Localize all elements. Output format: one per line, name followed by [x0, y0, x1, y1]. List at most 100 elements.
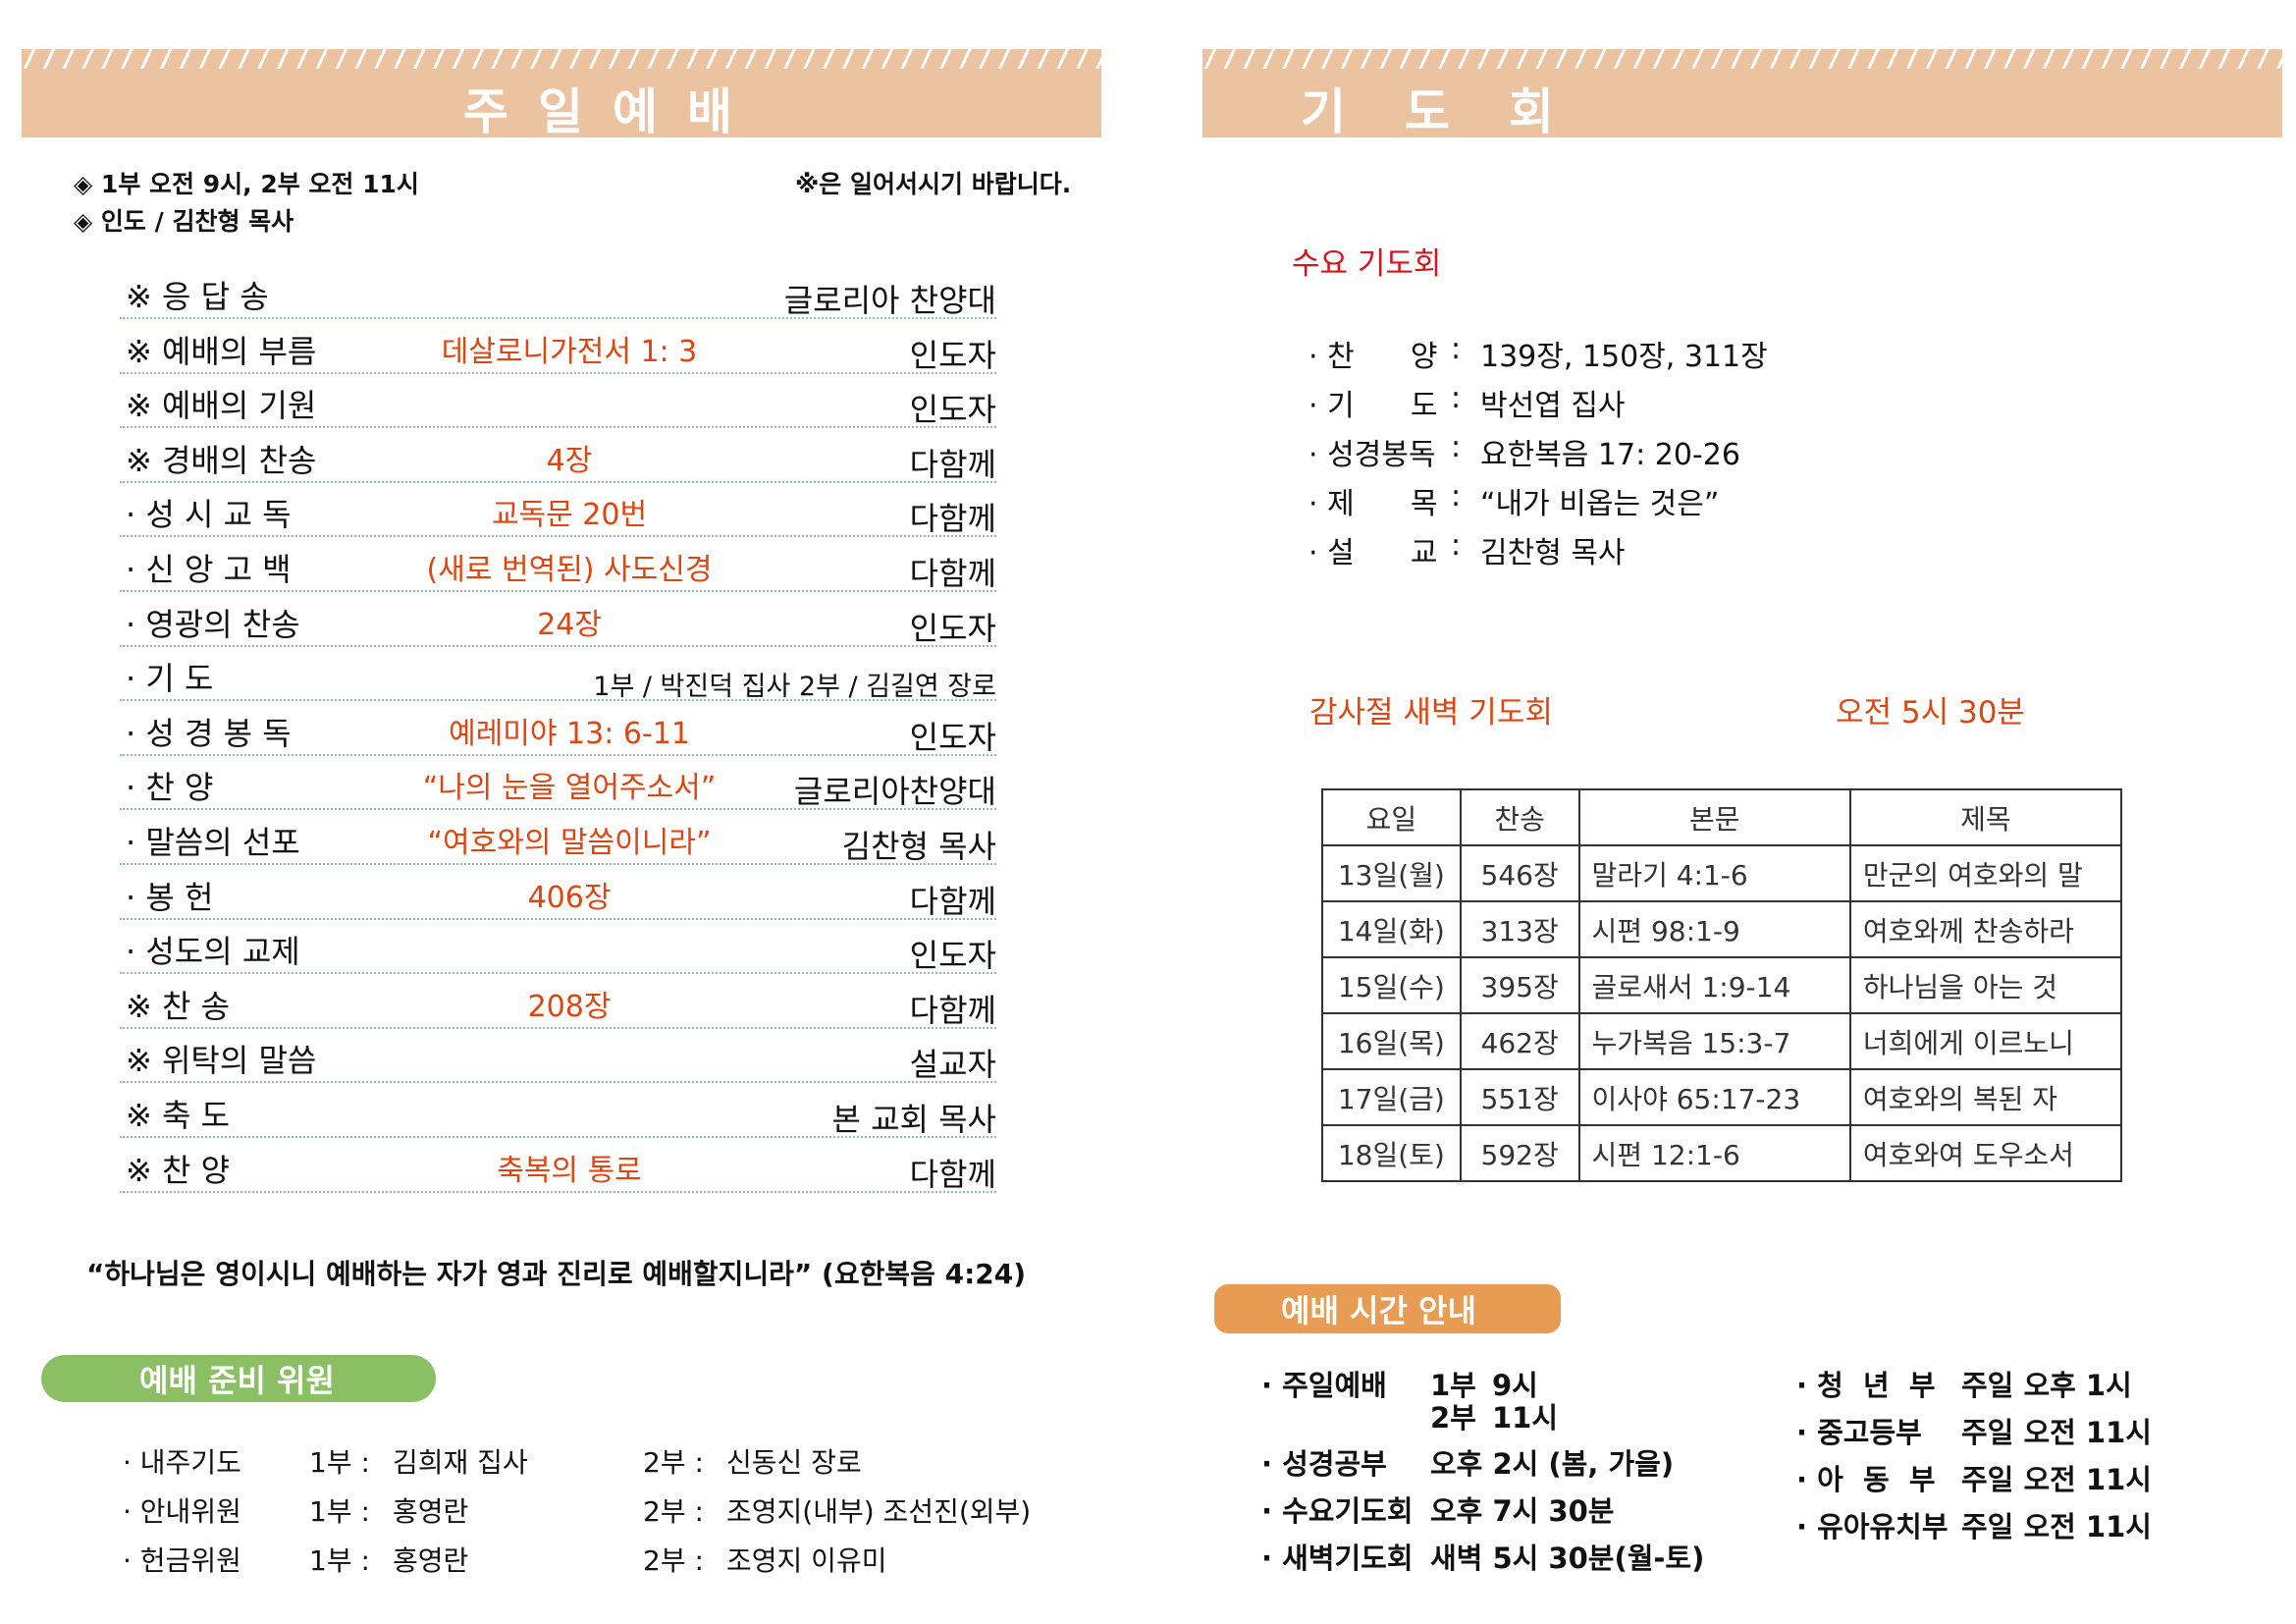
table-cell: 누가복음 15:3-7: [1577, 1012, 1851, 1070]
order-leader: 다함께: [909, 500, 996, 538]
second-service-name: 조영지 이유미: [726, 1544, 887, 1577]
wed-item-label: · 찬 양: [1308, 340, 1438, 374]
order-label: ※ 경배의 찬송: [126, 441, 317, 479]
order-leader: 글로리아찬양대: [793, 773, 996, 811]
second-service-name: 신동신 장로: [726, 1446, 862, 1479]
schedule-label: · 주일예배: [1261, 1369, 1387, 1402]
order-row: ※ 예배의 기원 인도자: [120, 387, 996, 429]
scripture-quote: “하나님은 영이시니 예배하는 자가 영과 진리로 예배할지니라” (요한복음 …: [86, 1258, 1027, 1290]
order-label: · 기 도: [126, 660, 214, 698]
wed-item-value: 박선엽 집사: [1480, 389, 1626, 423]
table-row: 13일(월) 546장 말라기 4:1-6 만군의 여호와의 말: [1321, 844, 2123, 902]
dawn-title: 감사절 새벽 기도회: [1309, 695, 1553, 731]
service-time: 11시: [1492, 1401, 1559, 1435]
order-detail: 데살로니가전서 1: 3: [441, 334, 698, 369]
order-row: · 성도의 교제 인도자: [120, 933, 996, 975]
order-detail: 축복의 통로: [497, 1153, 642, 1188]
table-cell: 17일(금): [1321, 1068, 1462, 1126]
order-leader: 인도자: [909, 391, 996, 429]
order-detail: 208장: [527, 989, 612, 1024]
committee-role: · 안내위원: [123, 1495, 241, 1528]
order-detail: “나의 눈을 열어주소서”: [422, 771, 717, 806]
table-cell: 15일(수): [1321, 956, 1462, 1014]
order-leader: 본 교회 목사: [831, 1101, 996, 1138]
order-detail: 교독문 20번: [491, 498, 648, 533]
order-row: ※ 축 도 본 교회 목사: [120, 1097, 996, 1138]
table-row: 18일(토) 592장 시편 12:1-6 여호와여 도우소서: [1321, 1124, 2123, 1182]
wed-item-label: · 성경봉독: [1308, 438, 1436, 472]
table-cell: 14일(화): [1321, 900, 1462, 958]
wednesday-title: 수요 기도회: [1292, 246, 1442, 282]
committee-role: · 내주기도: [123, 1446, 241, 1479]
dawn-schedule-table: 요일 찬송 본문 제목 13일(월) 546장 말라기 4:1-6 만군의 여호와의 말 14일…: [1321, 788, 2123, 1182]
order-label: · 찬 양: [126, 769, 214, 807]
schedule-value: 새벽 5시 30분(월-토): [1430, 1542, 1705, 1575]
order-label: ※ 축 도: [126, 1097, 231, 1134]
order-label: ※ 예배의 부름: [126, 332, 317, 370]
banner-title: 기도회: [1301, 83, 1613, 137]
table-row: 15일(수) 395장 골로새서 1:9-14 하나님을 아는 것: [1321, 956, 2123, 1014]
stripe-decoration: [22, 49, 1101, 69]
first-service-name: 김희재 집사: [393, 1446, 528, 1479]
order-label: · 성 경 봉 독: [126, 714, 292, 752]
table-cell: 너희에게 이르노니: [1848, 1012, 2123, 1070]
second-service-label: 2부 :: [643, 1446, 704, 1479]
schedule-title-text: 예배 시간 안내: [1281, 1292, 1476, 1329]
service-part: 1부: [1430, 1369, 1476, 1402]
colon: :: [1451, 430, 1462, 464]
order-label: ※ 찬 양: [126, 1151, 231, 1189]
order-label: · 말씀의 선포: [126, 824, 300, 861]
order-leader: 다함께: [909, 991, 996, 1029]
prayer-meeting-banner: 기도회: [1202, 49, 2282, 137]
table-cell: 시편 98:1-9: [1577, 900, 1851, 958]
schedule-value: 오후 7시 30분: [1430, 1494, 1615, 1528]
order-label: ※ 찬 송: [126, 987, 231, 1025]
table-cell: 18일(토): [1321, 1124, 1462, 1182]
schedule-label: · 아 동 부: [1796, 1463, 1936, 1496]
order-leader: 다함께: [909, 882, 996, 920]
order-row: · 영광의 찬송 24장 인도자: [120, 606, 996, 647]
service-times: ◈ 1부 오전 9시, 2부 오전 11시: [74, 170, 419, 198]
wed-item-value: 김찬형 목사: [1480, 536, 1626, 570]
table-row: 14일(화) 313장 시편 98:1-9 여호와께 찬송하라: [1321, 900, 2123, 958]
sunday-worship-banner: 주일예배: [22, 49, 1101, 137]
order-row: · 신 앙 고 백 (새로 번역된) 사도신경 다함께: [120, 551, 996, 592]
first-service-label: 1부 :: [309, 1544, 370, 1577]
second-service-label: 2부 :: [643, 1544, 704, 1577]
order-leader: 인도자: [909, 336, 996, 374]
order-detail: (새로 번역된) 사도신경: [426, 553, 713, 587]
table-cell: 여호와께 찬송하라: [1848, 900, 2123, 958]
wed-item-value: 요한복음 17: 20-26: [1480, 438, 1740, 472]
wed-item-label: · 설 교: [1308, 536, 1438, 570]
table-row: 16일(목) 462장 누가복음 15:3-7 너희에게 이르노니: [1321, 1012, 2123, 1070]
first-service-label: 1부 :: [309, 1495, 370, 1528]
order-label: · 성 시 교 독: [126, 496, 292, 534]
schedule-value: 주일 오전 11시: [1961, 1463, 2152, 1496]
order-label: · 신 앙 고 백: [126, 551, 292, 588]
table-cell: 이사야 65:17-23: [1577, 1068, 1851, 1126]
order-detail: “여호와의 말씀이니라”: [427, 826, 712, 860]
stand-note: ※은 일어서시기 바랍니다.: [795, 170, 1072, 198]
service-part: 2부: [1430, 1401, 1476, 1435]
second-service-name: 조영지(내부) 조선진(외부): [726, 1495, 1032, 1528]
first-service-label: 1부 :: [309, 1446, 370, 1479]
schedule-value: 오후 2시 (봄, 가을): [1430, 1447, 1675, 1481]
order-detail: 예레미야 13: 6-11: [449, 716, 690, 751]
schedule-label: · 수요기도회: [1261, 1494, 1414, 1528]
table-cell: 546장: [1459, 844, 1580, 902]
colon: :: [1451, 381, 1462, 415]
table-row: 17일(금) 551장 이사야 65:17-23 여호와의 복된 자: [1321, 1068, 2123, 1126]
order-leader: 인도자: [909, 937, 996, 975]
order-leader: 글로리아 찬양대: [783, 282, 996, 319]
table-cell: 하나님을 아는 것: [1848, 956, 2123, 1014]
second-service-label: 2부 :: [643, 1495, 704, 1528]
committee-title: 예배 준비 위원: [41, 1355, 436, 1402]
schedule-label: · 새벽기도회: [1261, 1542, 1414, 1575]
committee-title-text: 예배 준비 위원: [139, 1362, 335, 1399]
order-row: · 기 도 1부 / 박진덕 집사 2부 / 김길연 장로: [120, 660, 996, 702]
order-label: ※ 예배의 기원: [126, 387, 317, 425]
table-cell: 313장: [1459, 900, 1580, 958]
order-label: · 성도의 교제: [126, 933, 300, 971]
order-label: ※ 위탁의 말씀: [126, 1042, 317, 1080]
colon: :: [1451, 479, 1462, 514]
